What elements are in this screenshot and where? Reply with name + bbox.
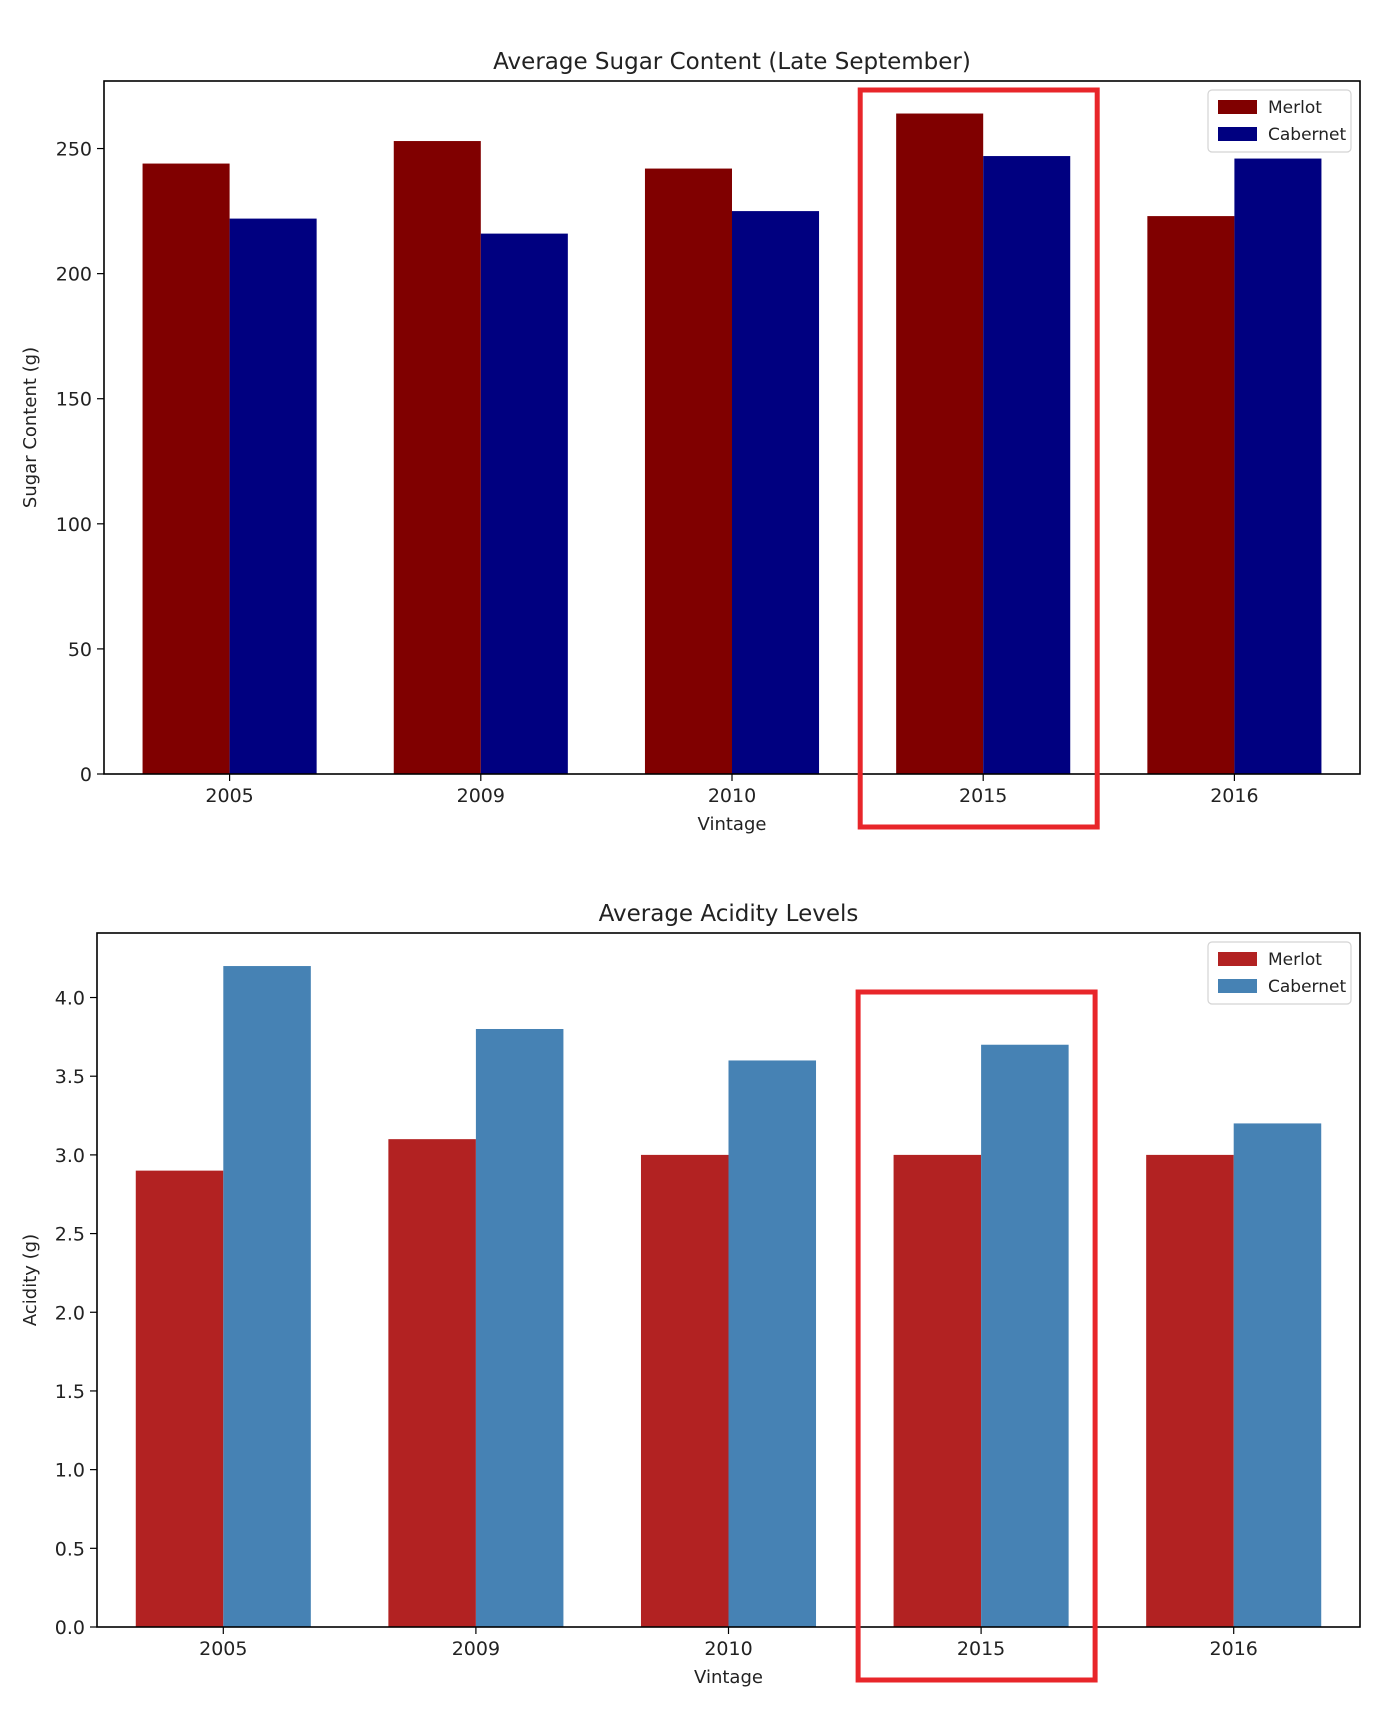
y-tick-label: 4.0	[55, 988, 85, 1010]
bar-merlot-2005	[142, 163, 230, 774]
y-tick-label: 2.5	[55, 1224, 85, 1246]
x-tick-label: 2005	[199, 1638, 247, 1660]
bar-cabernet-2005	[223, 966, 311, 1627]
x-tick-label: 2015	[959, 785, 1007, 807]
legend-swatch-merlot	[1218, 100, 1257, 114]
bar-merlot-2016	[1146, 1154, 1234, 1627]
y-tick-label: 100	[56, 514, 92, 536]
x-tick-label: 2016	[1210, 785, 1258, 807]
y-tick-label: 1.5	[55, 1381, 85, 1403]
highlight-box	[857, 87, 1100, 830]
x-tick-label: 2015	[957, 1638, 1005, 1660]
y-tick-label: 50	[68, 639, 92, 661]
bar-cabernet-2015	[983, 156, 1071, 775]
bar-merlot-2010	[644, 168, 732, 774]
bar-cabernet-2015	[981, 1044, 1069, 1627]
highlight-box	[855, 989, 1098, 1683]
x-tick-label: 2016	[1210, 1638, 1258, 1660]
legend-swatch-cabernet	[1218, 127, 1257, 141]
bar-merlot-2015	[896, 113, 984, 775]
subplot-1: Average Sugar Content (Late September) 0 5…	[20, 49, 1361, 835]
legend-label-merlot: Merlot	[1268, 950, 1322, 970]
legend-swatch-cabernet	[1218, 979, 1257, 993]
y-tick-label: 3.0	[55, 1145, 85, 1167]
bar-merlot-2009	[393, 141, 481, 774]
chart-title: Average Acidity Levels	[599, 901, 859, 927]
x-axis-label: Vintage	[698, 814, 767, 835]
chart-title: Average Sugar Content (Late September)	[493, 49, 971, 75]
subplot-2: Average Acidity Levels 0.0 0.5 1.0 1.5 2.0 2.5…	[20, 901, 1361, 1688]
x-axis-label: Vintage	[694, 1667, 763, 1688]
legend: Merlot Cabernet	[1207, 89, 1352, 153]
y-tick-label: 2.0	[55, 1302, 85, 1324]
x-tick-label: 2009	[457, 785, 505, 807]
bar-merlot-2016	[1147, 216, 1235, 774]
x-tick-label: 2009	[452, 1638, 500, 1660]
bar-cabernet-2009	[475, 1028, 564, 1627]
bar-cabernet-2016	[1233, 1123, 1322, 1627]
y-tick-label: 200	[56, 264, 92, 286]
legend-swatch-merlot	[1218, 952, 1257, 966]
y-tick-label: 250	[56, 139, 92, 161]
legend-label-cabernet: Cabernet	[1268, 125, 1346, 145]
legend-label-merlot: Merlot	[1268, 98, 1322, 118]
y-tick-label: 0	[80, 764, 92, 786]
x-tick-label: 2005	[205, 785, 253, 807]
bar-merlot-2009	[388, 1139, 476, 1627]
bar-cabernet-2016	[1234, 158, 1322, 774]
y-axis-label: Acidity (g)	[20, 1234, 41, 1326]
y-axis-label: Sugar Content (g)	[20, 347, 41, 508]
x-tick-label: 2010	[708, 785, 756, 807]
bar-merlot-2005	[135, 1170, 224, 1627]
legend: Merlot Cabernet	[1207, 941, 1352, 1005]
bar-cabernet-2005	[229, 218, 317, 775]
legend-label-cabernet: Cabernet	[1268, 977, 1346, 997]
x-tick-label: 2010	[704, 1638, 752, 1660]
y-tick-label: 3.5	[55, 1066, 85, 1088]
y-tick-label: 1.0	[55, 1460, 85, 1482]
bar-cabernet-2010	[732, 211, 820, 774]
bar-cabernet-2009	[480, 233, 568, 774]
y-tick-label: 150	[56, 389, 92, 411]
bar-merlot-2015	[893, 1154, 982, 1627]
bar-cabernet-2010	[728, 1060, 817, 1627]
bar-merlot-2010	[640, 1154, 729, 1627]
y-tick-label: 0.5	[55, 1538, 85, 1560]
y-tick-label: 0.0	[55, 1617, 85, 1639]
